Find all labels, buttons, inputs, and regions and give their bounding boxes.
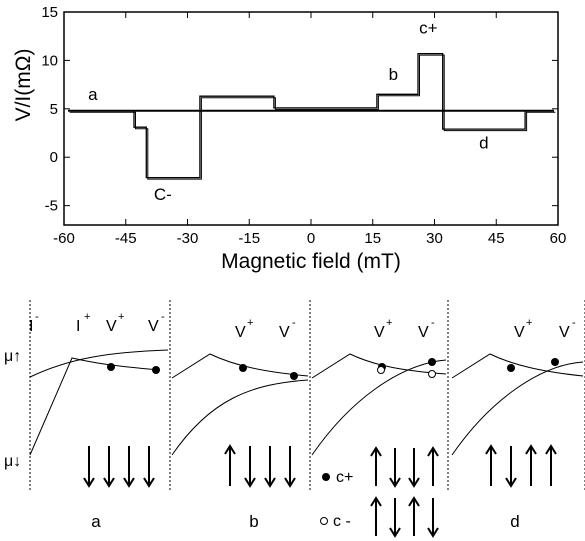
label-i-minus: I: [29, 318, 33, 335]
sup-plus: +: [386, 317, 392, 329]
point-filled: [551, 358, 559, 366]
legend-c-minus: c -: [333, 513, 351, 530]
sup-minus: -: [572, 317, 576, 329]
spin-arrow-head: [427, 527, 439, 538]
series-line: [68, 52, 554, 179]
spin-arrow-head: [264, 477, 276, 488]
sup-minus: -: [161, 311, 165, 323]
sup-plus: +: [526, 317, 532, 329]
x-tick-label: -15: [238, 230, 260, 247]
spin-arrow-head: [525, 444, 537, 455]
sup-minus: -: [431, 317, 435, 329]
annotation-label: C-: [154, 185, 172, 204]
annotation-label: b: [389, 65, 398, 84]
label-v-plus: V: [514, 324, 525, 341]
spin-arrow-head: [370, 446, 382, 457]
spin-arrow-head: [408, 477, 420, 488]
annotation-label: d: [479, 134, 488, 153]
sup-minus: -: [35, 311, 39, 323]
point-open: [377, 366, 385, 374]
x-tick-labels: -60 -45 -30 -15 0 15 30 45 60: [53, 230, 566, 247]
spin-arrow-head: [389, 527, 401, 538]
x-tick-label: 60: [550, 230, 567, 247]
x-tick-label: 0: [307, 230, 315, 247]
panel-label-a: a: [91, 512, 101, 531]
spin-arrow-head: [408, 496, 420, 507]
spin-arrows: [83, 444, 557, 538]
y-tick-label: 0: [50, 149, 58, 166]
label-v-plus: V: [374, 324, 385, 341]
y-tick-labels: -5 0 5 10 15: [41, 4, 58, 215]
spin-arrow-head: [485, 444, 497, 455]
mu-up-curve: [451, 353, 584, 379]
plot-frame: [63, 11, 559, 226]
spin-arrow-head: [545, 444, 557, 455]
spin-arrow-head: [83, 477, 95, 488]
label-v-minus: V: [279, 324, 290, 341]
point-filled: [507, 364, 515, 372]
mu-down-curve: [451, 361, 584, 456]
schematic: I - I + V + V - V + V - V + V - V + V - …: [4, 300, 585, 538]
mu-down-curve: [311, 359, 447, 456]
legend-c-plus: c+: [336, 469, 353, 486]
tick-marks: [63, 11, 559, 225]
panel-label-b: b: [249, 512, 258, 531]
spin-arrow-head: [427, 446, 439, 457]
x-tick-label: -60: [53, 230, 75, 247]
x-axis-label: Magnetic field (mT): [221, 250, 401, 273]
x-tick-label: 30: [426, 230, 443, 247]
sup-plus: +: [118, 311, 124, 323]
label-v-plus: V: [106, 318, 117, 335]
sup-plus: +: [84, 311, 90, 323]
label-i-plus: I: [76, 318, 80, 335]
annotation-label: a: [88, 85, 98, 104]
legend-filled-marker: [322, 473, 330, 481]
point-filled: [428, 358, 436, 366]
y-tick-label: 5: [50, 101, 58, 118]
label-v-minus: V: [418, 324, 429, 341]
y-axis-label: V/I(mΩ): [12, 49, 35, 122]
spin-arrow-head: [284, 477, 296, 488]
annotation-label: c+: [419, 18, 438, 37]
mu-down-curve: [171, 379, 309, 456]
y-tick-label: 10: [41, 52, 58, 69]
sup-plus: +: [247, 317, 253, 329]
label-v-plus: V: [235, 324, 246, 341]
point-filled: [239, 364, 247, 372]
sup-minus: -: [292, 317, 296, 329]
panel-label-d: d: [510, 512, 519, 531]
point-filled: [290, 372, 298, 380]
spin-arrow-head: [224, 444, 236, 455]
series-line-sweep: [69, 54, 556, 180]
legend-open-marker: [320, 517, 328, 525]
x-tick-label: -45: [115, 230, 137, 247]
label-v-minus: V: [559, 324, 570, 341]
x-tick-label: -30: [177, 230, 199, 247]
mu-up-label: μ↑: [4, 348, 21, 365]
x-tick-label: 45: [488, 230, 505, 247]
point-filled: [107, 363, 115, 371]
spin-arrow-head: [244, 477, 256, 488]
point-filled: [152, 366, 160, 374]
spin-arrow-head: [505, 477, 517, 488]
spin-arrow-head: [389, 477, 401, 488]
annotations: a b c+ C-d: [88, 18, 489, 204]
spin-arrow-head: [370, 496, 382, 507]
mu-up-curve: [29, 357, 161, 456]
label-v-minus: V: [148, 318, 159, 335]
x-tick-label: 15: [364, 230, 381, 247]
mu-down-curve: [29, 349, 169, 378]
spin-arrow-head: [123, 477, 135, 488]
point-open: [428, 370, 436, 378]
spin-arrow-head: [143, 477, 155, 488]
series-lines: [68, 52, 556, 180]
spin-arrow-head: [103, 477, 115, 488]
mu-down-label: μ↓: [4, 453, 21, 470]
y-tick-label: -5: [45, 198, 58, 215]
y-tick-label: 15: [41, 4, 58, 21]
